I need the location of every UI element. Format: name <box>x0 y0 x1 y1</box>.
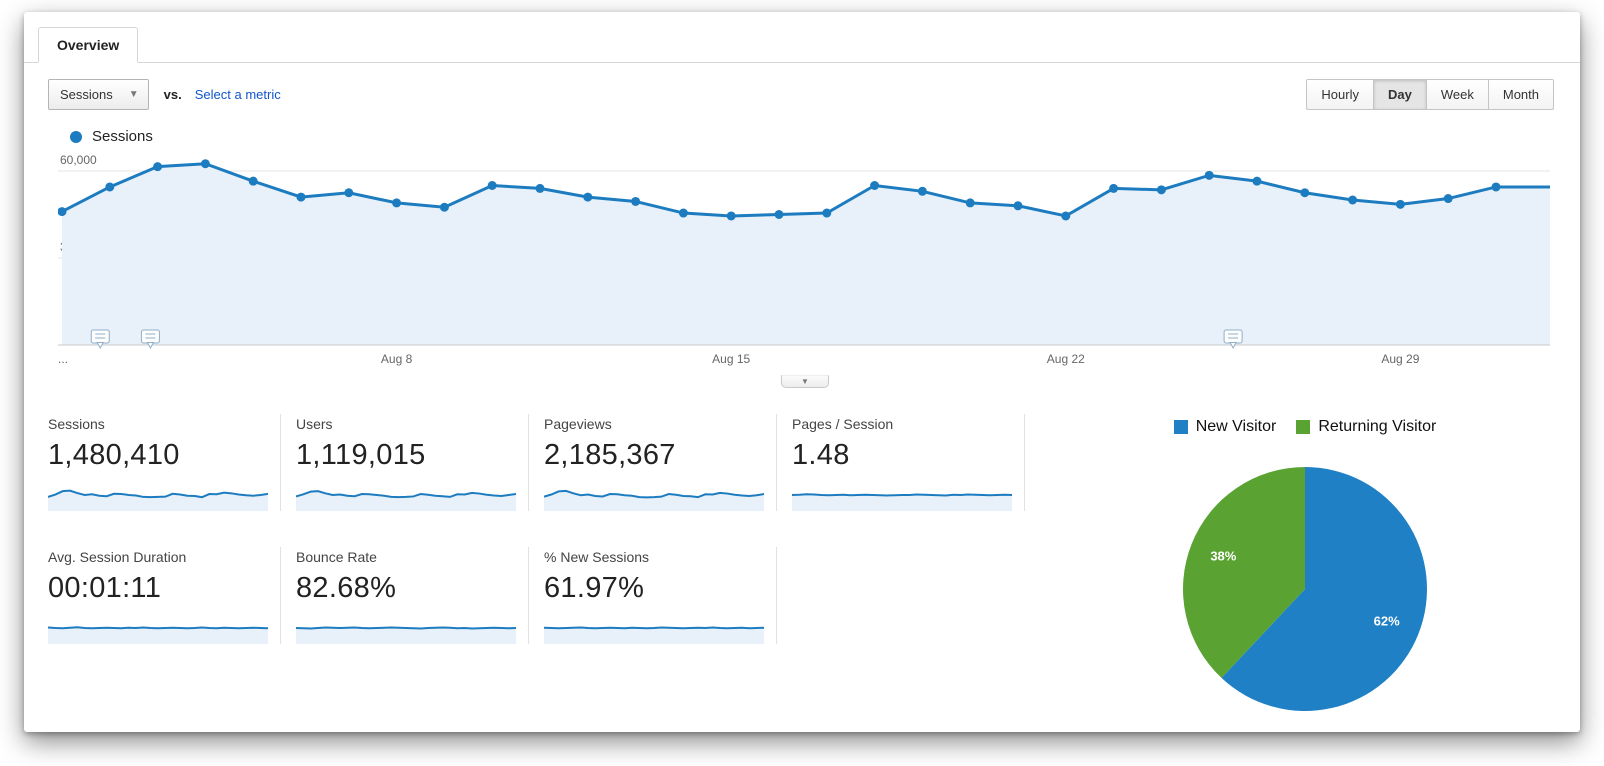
legend-returning-visitor: Returning Visitor <box>1296 418 1436 436</box>
legend-returning-visitor-label: Returning Visitor <box>1318 418 1437 435</box>
metric-value: 00:01:11 <box>48 572 162 604</box>
metric-label: Pages / Session <box>792 416 894 432</box>
svg-text:Aug 15: Aug 15 <box>712 352 750 366</box>
series-label: Sessions <box>92 128 153 145</box>
scorecard-bounce-rate[interactable]: Bounce Rate 82.68% <box>296 547 529 644</box>
tab-bar: Overview <box>24 12 1580 63</box>
metric-label: Pageviews <box>544 416 612 432</box>
tab-overview-label: Overview <box>57 37 120 53</box>
metric-value: 2,185,367 <box>544 439 676 471</box>
users-sparkline <box>296 490 516 511</box>
scorecard-pages-per-session[interactable]: Pages / Session 1.48 <box>792 414 1025 511</box>
series-color-dot <box>70 130 82 143</box>
bounce-rate-sparkline <box>296 626 516 644</box>
new-visitor-swatch <box>1173 420 1188 434</box>
svg-text:60,000: 60,000 <box>60 153 97 167</box>
metric-value: 1,119,015 <box>296 439 426 471</box>
metric-label: Avg. Session Duration <box>48 549 187 565</box>
tab-overview[interactable]: Overview <box>38 27 139 63</box>
vs-label: vs. <box>163 87 182 102</box>
metric-value: 61.97% <box>544 572 645 604</box>
svg-text:38%: 38% <box>1210 549 1236 564</box>
granularity-hourly-button[interactable]: Hourly <box>1306 79 1374 110</box>
scorecard-sessions[interactable]: Sessions 1,480,410 <box>48 414 281 511</box>
svg-text:Aug 29: Aug 29 <box>1381 352 1419 366</box>
chart-collapse-button[interactable]: ▼ <box>781 375 829 388</box>
metric-value: 1,480,410 <box>48 439 180 471</box>
chart-toolbar: Sessions ▼ vs. Select a metric Hourly Da… <box>24 63 1580 116</box>
svg-text:62%: 62% <box>1374 613 1400 628</box>
svg-text:Aug 8: Aug 8 <box>381 352 413 366</box>
metric-label: Sessions <box>48 416 105 432</box>
scorecards: Sessions 1,480,410 Users 1,119,015 Pagev… <box>48 414 1048 714</box>
visitor-type-legend: New Visitor Returning Visitor <box>1048 418 1562 436</box>
metric-label: Users <box>296 416 333 432</box>
svg-text:Aug 22: Aug 22 <box>1047 352 1085 366</box>
metric-value: 1.48 <box>792 439 850 471</box>
metric-label: Bounce Rate <box>296 549 377 565</box>
metric-label: % New Sessions <box>544 549 650 565</box>
scorecard-users[interactable]: Users 1,119,015 <box>296 414 529 511</box>
pages-per-session-sparkline <box>792 493 1012 511</box>
metric-selector-value: Sessions <box>60 87 113 102</box>
select-metric-link[interactable]: Select a metric <box>194 87 281 102</box>
returning-visitor-swatch <box>1296 420 1311 434</box>
granularity-week-button[interactable]: Week <box>1425 79 1489 110</box>
granularity-month-button[interactable]: Month <box>1487 79 1554 110</box>
granularity-day-button[interactable]: Day <box>1373 79 1427 110</box>
scorecard-pageviews[interactable]: Pageviews 2,185,367 <box>544 414 777 511</box>
scorecard-avg-session-duration[interactable]: Avg. Session Duration 00:01:11 <box>48 547 281 644</box>
visitor-type-pie-chart[interactable]: 62% 38% <box>1180 464 1430 714</box>
sessions-sparkline <box>48 489 268 511</box>
metric-selector-dropdown[interactable]: Sessions ▼ <box>48 79 149 110</box>
avg-session-duration-sparkline <box>48 626 268 644</box>
legend-new-visitor-label: New Visitor <box>1195 418 1277 435</box>
chevron-down-icon: ▼ <box>128 89 139 100</box>
series-legend: Sessions <box>70 128 1580 145</box>
granularity-toggle: Hourly Day Week Month <box>1306 79 1554 110</box>
svg-text:...: ... <box>58 352 68 366</box>
summary-section: Sessions 1,480,410 Users 1,119,015 Pagev… <box>24 388 1580 714</box>
report-panel: Overview Sessions ▼ vs. Select a metric … <box>24 12 1580 732</box>
visitor-type-block: New Visitor Returning Visitor 62% 38% <box>1048 414 1562 714</box>
scorecard-new-sessions[interactable]: % New Sessions 61.97% <box>544 547 777 644</box>
new-sessions-sparkline <box>544 626 764 644</box>
pageviews-sparkline <box>544 489 764 511</box>
metric-value: 82.68% <box>296 572 397 604</box>
legend-new-visitor: New Visitor <box>1173 418 1277 436</box>
